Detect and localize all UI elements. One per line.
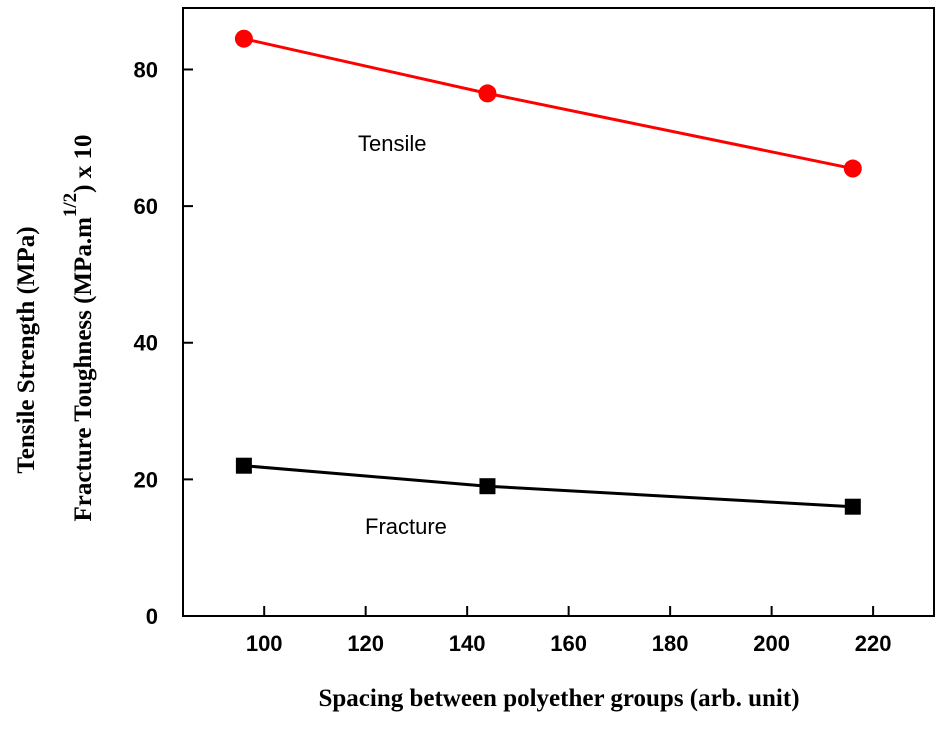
x-axis-title: Spacing between polyether groups (arb. u… bbox=[318, 685, 799, 712]
y-tick-label: 20 bbox=[134, 467, 158, 492]
data-point-fracture bbox=[479, 478, 496, 495]
x-axis-ticks: 100 120 140 160 180 200 220 bbox=[246, 606, 892, 656]
plot-frame bbox=[182, 7, 935, 617]
x-tick-label: 140 bbox=[449, 631, 486, 656]
series-line-tensile bbox=[243, 37, 854, 171]
y-axis-title-line2: Fracture Toughness (MPa.m1/2) x 10 bbox=[60, 134, 97, 521]
series-layer bbox=[234, 29, 862, 515]
data-point-tensile bbox=[478, 84, 497, 103]
y-axis-title-line1: Tensile Strength (MPa) bbox=[13, 226, 40, 473]
x-tick-label: 160 bbox=[550, 631, 587, 656]
x-tick-label: 120 bbox=[347, 631, 384, 656]
y-axis-ticks: 0 20 40 60 80 bbox=[134, 57, 193, 629]
annotation-layer: Tensile Fracture bbox=[358, 131, 447, 539]
x-tick-label: 200 bbox=[753, 631, 790, 656]
annotation-fracture: Fracture bbox=[365, 514, 447, 539]
y-tick-label: 60 bbox=[134, 194, 158, 219]
data-point-fracture bbox=[235, 457, 252, 474]
data-point-fracture bbox=[844, 498, 861, 515]
y-axis-title-line2-sup: 1/2 bbox=[60, 193, 81, 217]
y-axis-title-line2-main: Fracture Toughness (MPa.m bbox=[70, 217, 97, 522]
y-tick-label: 0 bbox=[146, 604, 158, 629]
y-tick-label: 40 bbox=[134, 331, 158, 356]
annotation-tensile: Tensile bbox=[358, 131, 426, 156]
y-tick-label: 80 bbox=[134, 57, 158, 82]
series-line-fracture bbox=[243, 464, 853, 509]
data-point-tensile bbox=[234, 29, 253, 48]
y-axis-title-line2-tail: ) x 10 bbox=[70, 134, 97, 192]
x-tick-label: 220 bbox=[855, 631, 892, 656]
x-tick-label: 100 bbox=[246, 631, 283, 656]
x-tick-label: 180 bbox=[652, 631, 689, 656]
data-point-tensile bbox=[843, 159, 862, 178]
